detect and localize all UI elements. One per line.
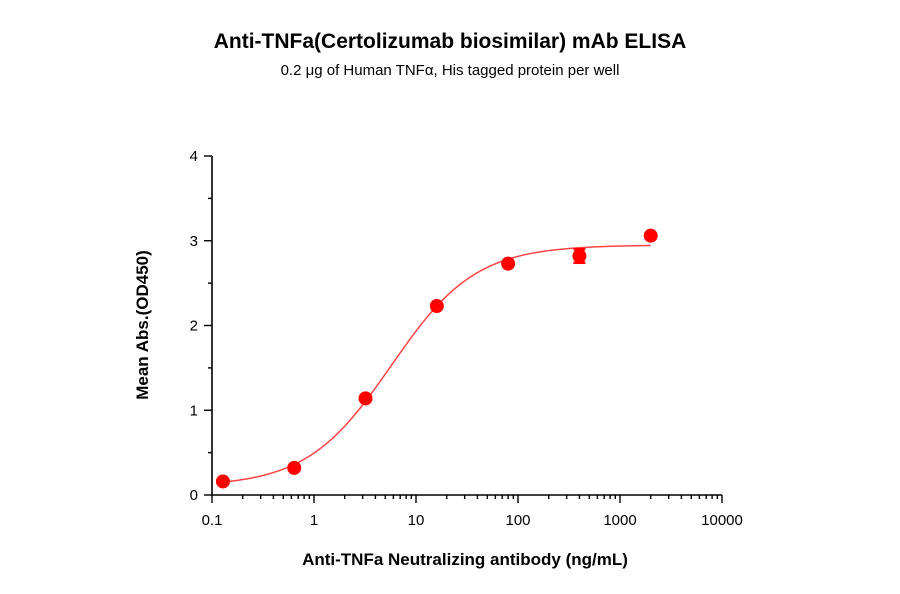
data-points-layer	[215, 228, 658, 489]
y-tick-label: 2	[190, 318, 198, 335]
chart-title: Anti-TNFa(Certolizumab biosimilar) mAb E…	[214, 30, 687, 53]
fit-curve	[222, 244, 651, 483]
y-tick-label: 4	[190, 148, 198, 165]
data-point	[501, 256, 516, 271]
axes: 0 1 2 3 4 0.1 1 10 100 1000 10000	[190, 148, 743, 529]
data-point	[429, 299, 444, 314]
x-tick-label: 10	[408, 512, 425, 529]
x-tick-label: 1000	[603, 512, 636, 529]
x-tick-label: 0.1	[202, 512, 223, 529]
y-tick-label: 3	[190, 233, 198, 250]
y-tick-label: 1	[190, 402, 198, 419]
data-point	[572, 249, 587, 264]
data-point	[643, 228, 658, 243]
x-tick-label: 10000	[701, 512, 743, 529]
chart-subtitle: 0.2 μg of Human TNFα, His tagged protein…	[281, 62, 620, 79]
y-tick-label: 0	[190, 487, 198, 504]
data-point	[358, 391, 373, 406]
y-axis-label: Mean Abs.(OD450)	[133, 250, 152, 400]
data-point	[287, 460, 302, 475]
x-axis-label: Anti-TNFa Neutralizing antibody (ng/mL)	[302, 550, 628, 569]
data-point	[215, 474, 230, 489]
x-tick-label: 1	[310, 512, 318, 529]
x-tick-label: 100	[505, 512, 530, 529]
fit-curve-layer	[222, 244, 651, 483]
